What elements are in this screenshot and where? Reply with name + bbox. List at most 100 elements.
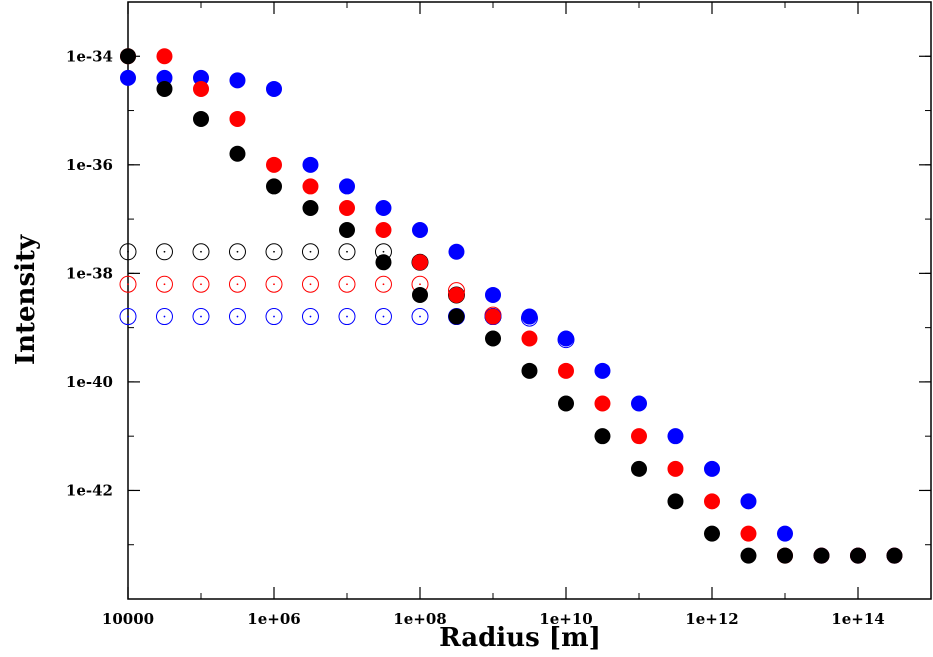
data-point-filled (266, 80, 282, 97)
data-point-open (301, 308, 319, 326)
data-point-filled (448, 308, 465, 325)
x-tick-label: 1e+10 (539, 610, 592, 628)
data-point-filled (485, 308, 501, 325)
data-point-open (155, 308, 173, 326)
data-point-filled (448, 286, 465, 303)
y-tick-label: 1e-38 (66, 264, 113, 282)
data-point-open (119, 275, 137, 293)
data-point-filled (558, 395, 574, 412)
data-point-filled (156, 48, 173, 65)
data-point-center-dot (346, 283, 348, 286)
x-tick-label: 1e+14 (831, 610, 884, 628)
data-point-open (228, 308, 246, 326)
y-tick-label: 1e-40 (66, 373, 113, 391)
data-point-open (338, 308, 356, 326)
data-point-center-dot (382, 283, 385, 286)
data-point-center-dot (127, 315, 129, 318)
data-point-filled (777, 525, 793, 542)
data-point-center-dot (163, 250, 166, 253)
data-point-filled (120, 48, 136, 65)
data-point-filled (521, 308, 538, 325)
data-point-open (374, 275, 392, 293)
data-point-filled (813, 547, 830, 564)
data-point-open (411, 308, 429, 326)
data-point-filled (120, 69, 136, 86)
data-point-filled (412, 286, 428, 303)
data-point-filled (704, 493, 720, 510)
data-point-open (338, 243, 356, 261)
data-point-center-dot (127, 250, 129, 253)
data-point-center-dot (200, 283, 202, 286)
data-point-filled (777, 547, 793, 564)
data-point-open (155, 243, 173, 261)
data-point-open (338, 275, 356, 293)
data-point-filled (193, 80, 209, 97)
x-tick-label: 1e+08 (393, 610, 446, 628)
data-point-filled (485, 330, 501, 347)
axis-ticks (127, 1, 932, 600)
y-axis-title: Intensity (11, 234, 41, 365)
data-point-filled (302, 156, 319, 173)
data-point-filled (740, 493, 757, 510)
data-point-filled (266, 156, 282, 173)
data-point-center-dot (273, 315, 275, 318)
data-point-center-dot (309, 315, 312, 318)
data-point-filled (886, 547, 903, 564)
plot-frame (127, 1, 932, 600)
data-point-filled (339, 200, 355, 217)
data-point-center-dot (309, 250, 312, 253)
data-point-open (119, 308, 137, 326)
data-point-open (192, 275, 210, 293)
x-tick-label: 1e+06 (247, 610, 300, 628)
data-point-center-dot (382, 250, 385, 253)
data-point-center-dot (346, 315, 348, 318)
data-point-open (301, 243, 319, 261)
data-point-filled (375, 200, 392, 217)
data-point-filled (229, 110, 246, 127)
data-point-open (228, 243, 246, 261)
data-point-filled (412, 221, 428, 238)
x-tick-label: 1e+12 (685, 610, 738, 628)
data-point-open (119, 243, 137, 261)
data-point-center-dot (346, 250, 348, 253)
y-tick-label: 1e-34 (66, 47, 113, 65)
data-point-filled (558, 330, 574, 347)
data-point-filled (156, 80, 173, 97)
data-point-center-dot (236, 315, 239, 318)
data-point-filled (850, 547, 866, 564)
data-point-filled (667, 460, 684, 477)
data-point-filled (521, 330, 538, 347)
data-point-filled (558, 362, 574, 379)
data-point-filled (266, 178, 282, 195)
x-axis-title: Radius [m] (439, 623, 601, 653)
data-point-center-dot (273, 250, 275, 253)
data-point-filled (193, 110, 209, 127)
data-point-open (192, 308, 210, 326)
x-tick-label: 10000 (102, 610, 154, 628)
data-point-center-dot (382, 315, 385, 318)
y-tick-label: 1e-36 (66, 156, 113, 174)
data-point-center-dot (127, 283, 129, 286)
data-point-filled (594, 395, 611, 412)
data-point-center-dot (419, 283, 421, 286)
tick-labels: 10000 1e+06 1e+08 1e+10 1e+12 1e+14 1e-34 1e-36… (66, 47, 885, 628)
data-point-filled (339, 178, 355, 195)
y-tick-label: 1e-42 (66, 481, 113, 499)
data-point-filled (193, 69, 209, 86)
data-point-filled (229, 72, 246, 89)
data-point-open (265, 275, 283, 293)
data-point-filled (302, 178, 319, 195)
data-point-open (265, 308, 283, 326)
data-point-center-dot (419, 315, 421, 318)
data-point-open (301, 275, 319, 293)
data-point-filled (740, 547, 757, 564)
data-point-center-dot (236, 250, 239, 253)
data-point-open (192, 243, 210, 261)
data-point-open (374, 308, 392, 326)
data-point-center-dot (236, 283, 239, 286)
data-point-filled (521, 362, 538, 379)
data-point-filled (229, 145, 246, 162)
data-point-filled (667, 493, 684, 510)
data-point-filled (740, 525, 757, 542)
